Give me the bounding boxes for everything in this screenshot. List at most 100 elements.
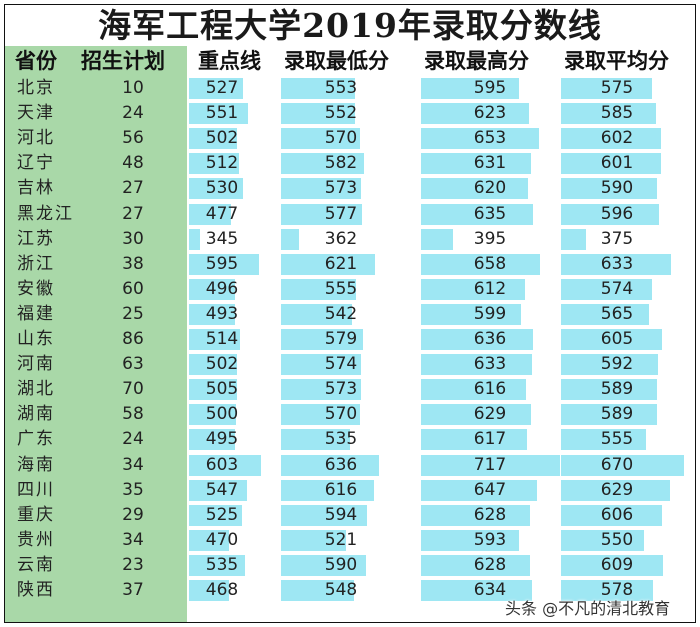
max-score-bar xyxy=(421,103,529,125)
header-plan: 招生计划 xyxy=(81,49,165,73)
max-score-bar xyxy=(421,404,531,426)
key-line-bar xyxy=(189,580,229,601)
avg-score-value: 589 xyxy=(600,404,634,425)
table-row: 浙江 38 595 621 658 633 xyxy=(5,252,695,277)
avg-score-bar xyxy=(561,203,659,225)
max-score-value: 647 xyxy=(473,479,507,500)
max-score-value: 616 xyxy=(473,379,507,400)
plan-cell: 27 xyxy=(122,178,144,199)
avg-score-bar xyxy=(561,329,662,350)
max-score-bar xyxy=(421,228,453,250)
min-score-bar xyxy=(281,580,354,601)
province-cell: 吉林 xyxy=(17,178,55,199)
header-province: 省份 xyxy=(15,49,57,73)
key-line-value: 502 xyxy=(205,128,239,149)
table-row: 河北 56 502 570 653 602 xyxy=(5,126,695,151)
avg-score-value: 574 xyxy=(600,278,634,299)
min-score-value: 542 xyxy=(324,303,358,324)
max-score-bar xyxy=(421,128,539,150)
header-min-score: 录取最低分 xyxy=(284,49,389,73)
table-row: 陕西 37 468 548 634 578 xyxy=(5,578,695,603)
avg-score-value: 550 xyxy=(600,529,634,550)
max-score-bar xyxy=(421,153,531,175)
min-score-bar xyxy=(281,404,360,426)
key-line-bar xyxy=(189,103,248,125)
province-cell: 湖北 xyxy=(17,379,55,400)
key-line-value: 468 xyxy=(205,580,239,600)
min-score-bar xyxy=(281,429,350,451)
province-cell: 河南 xyxy=(17,354,55,375)
avg-score-bar xyxy=(561,278,652,300)
key-line-bar xyxy=(189,278,235,300)
max-score-bar xyxy=(421,429,527,451)
min-score-value: 535 xyxy=(324,429,358,450)
key-line-value: 496 xyxy=(205,278,239,299)
avg-score-bar xyxy=(561,429,646,451)
min-score-value: 582 xyxy=(324,153,358,174)
avg-score-bar xyxy=(561,454,684,476)
watermark: 头条 @不凡的清北教育 xyxy=(505,599,671,618)
max-score-value: 635 xyxy=(473,203,507,224)
max-score-value: 593 xyxy=(473,529,507,550)
key-line-bar xyxy=(189,554,245,576)
plan-cell: 35 xyxy=(122,479,144,500)
table-row: 贵州 34 470 521 593 550 xyxy=(5,528,695,553)
table-row: 黑龙江 27 477 577 635 596 xyxy=(5,202,695,227)
key-line-value: 530 xyxy=(205,178,239,199)
avg-score-bar xyxy=(561,78,652,99)
header-key-line: 重点线 xyxy=(198,49,261,73)
min-score-bar xyxy=(281,303,352,325)
key-line-bar xyxy=(189,153,239,175)
province-cell: 山东 xyxy=(17,329,55,349)
min-score-bar xyxy=(281,329,363,350)
max-score-bar xyxy=(421,354,532,376)
avg-score-value: 602 xyxy=(600,128,634,149)
min-score-bar xyxy=(281,529,346,551)
plan-cell: 70 xyxy=(122,379,144,400)
min-score-bar xyxy=(281,354,361,376)
avg-score-value: 589 xyxy=(600,379,634,400)
avg-score-value: 575 xyxy=(600,78,634,98)
plan-cell: 29 xyxy=(122,504,144,525)
max-score-value: 717 xyxy=(473,454,507,475)
province-cell: 贵州 xyxy=(17,529,55,550)
avg-score-value: 670 xyxy=(600,454,634,475)
max-score-value: 631 xyxy=(473,153,507,174)
province-cell: 广东 xyxy=(17,429,55,450)
key-line-value: 493 xyxy=(205,303,239,324)
plan-cell: 10 xyxy=(122,78,144,98)
avg-score-bar xyxy=(561,580,653,601)
min-score-bar xyxy=(281,554,366,576)
min-score-bar xyxy=(281,379,361,401)
avg-score-value: 578 xyxy=(600,580,634,600)
plan-cell: 23 xyxy=(122,554,144,575)
min-score-value: 362 xyxy=(324,228,358,249)
plan-cell: 27 xyxy=(122,203,144,224)
province-cell: 天津 xyxy=(17,103,55,124)
max-score-bar xyxy=(421,580,532,601)
key-line-value: 505 xyxy=(205,379,239,400)
max-score-value: 623 xyxy=(473,103,507,124)
min-score-value: 590 xyxy=(324,554,358,575)
province-cell: 四川 xyxy=(17,479,55,500)
max-score-bar xyxy=(421,78,519,99)
avg-score-value: 565 xyxy=(600,303,634,324)
max-score-value: 617 xyxy=(473,429,507,450)
max-score-value: 634 xyxy=(473,580,507,600)
table-row: 安徽 60 496 555 612 574 xyxy=(5,277,695,302)
max-score-bar xyxy=(421,253,540,275)
plan-cell: 56 xyxy=(122,128,144,149)
table-row: 辽宁 48 512 582 631 601 xyxy=(5,151,695,176)
max-score-value: 633 xyxy=(473,354,507,375)
min-score-bar xyxy=(281,278,356,300)
avg-score-value: 601 xyxy=(600,153,634,174)
min-score-bar xyxy=(281,228,299,250)
key-line-bar xyxy=(189,228,200,250)
key-line-value: 551 xyxy=(205,103,239,124)
min-score-bar xyxy=(281,479,374,501)
table-row: 吉林 27 530 573 620 590 xyxy=(5,176,695,201)
min-score-value: 521 xyxy=(324,529,358,550)
min-score-value: 570 xyxy=(324,128,358,149)
avg-score-value: 555 xyxy=(600,429,634,450)
table-row: 北京 10 527 553 595 575 xyxy=(5,76,695,101)
